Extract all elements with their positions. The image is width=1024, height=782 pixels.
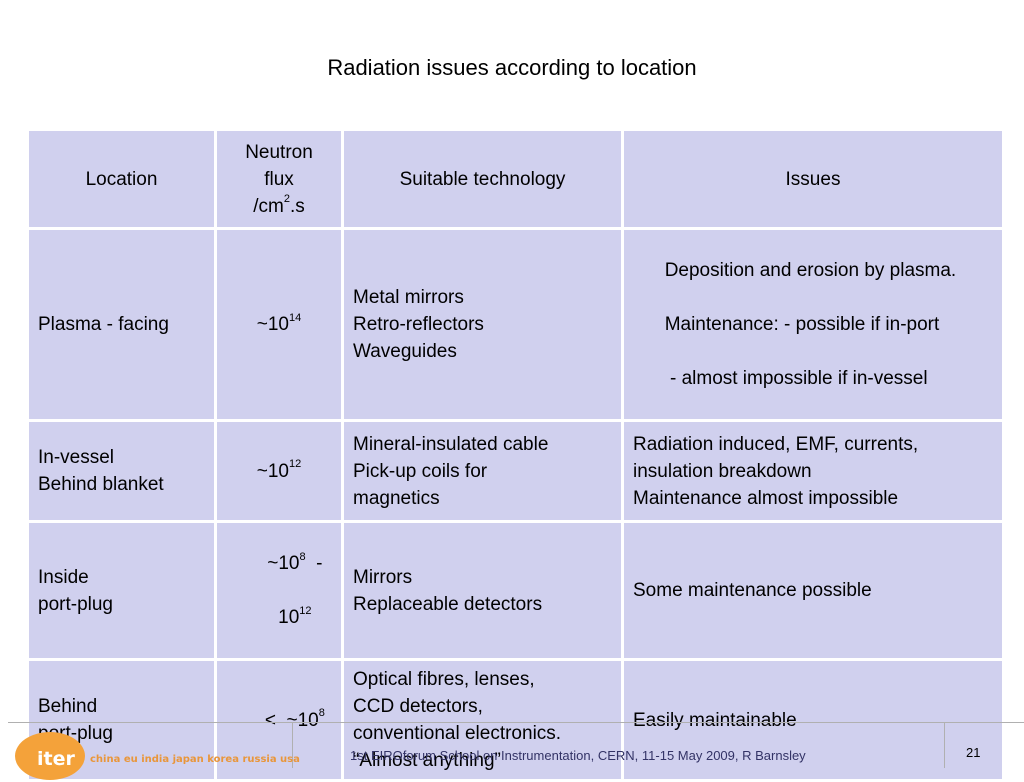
page-number: 21 (966, 745, 981, 760)
location-line: In-vessel (38, 447, 115, 468)
issues-line: insulation breakdown (633, 460, 812, 482)
table-row: In-vessel Behind blanket ~1012 Mineral-i… (26, 419, 1005, 523)
technology-line: magnetics (353, 487, 440, 509)
header-neutron-flux: Neutron flux /cm2.s (214, 128, 344, 230)
technology-line: Waveguides (353, 341, 457, 362)
flux-value: ~10 (256, 460, 289, 482)
technology-line: Optical fibres, lenses, (353, 669, 535, 690)
technology-line: Mineral-insulated cable (353, 433, 549, 455)
iter-logo-text: iter (37, 748, 75, 770)
technology-cell: Optical fibres, lenses, CCD detectors, c… (341, 658, 624, 782)
technology-line: “Almost anything” (353, 750, 501, 771)
flux-exponent: 12 (299, 604, 312, 617)
location-line: Inside (38, 566, 89, 588)
flux-value: 10 (278, 607, 300, 628)
technology-cell: Mirrors Replaceable detectors (341, 520, 624, 661)
radiation-table: Location Neutron flux /cm2.s Suitable te… (26, 128, 1005, 782)
issues-line: Some maintenance possible (633, 580, 872, 601)
iter-members-tagline: china eu india japan korea russia usa (90, 754, 300, 765)
flux-value: ~10 (267, 553, 300, 574)
flux-exponent: 8 (299, 550, 306, 563)
flux-cell: ~1012 (214, 419, 344, 523)
flux-cell: ~1014 (214, 227, 344, 422)
location-line: Plasma - facing (38, 314, 169, 335)
issues-line: Deposition and erosion by plasma. (664, 260, 957, 281)
technology-line: Retro-reflectors (353, 314, 484, 335)
flux-exponent: 14 (288, 311, 302, 324)
issues-line: Maintenance almost impossible (633, 487, 899, 509)
technology-line: Replaceable detectors (353, 593, 543, 615)
issues-cell: Deposition and erosion by plasma. Mainte… (621, 227, 1005, 422)
issues-cell: Some maintenance possible (621, 520, 1005, 661)
issues-line: Maintenance: - possible if in-port (664, 314, 940, 335)
flux-cell: ~108 - 1012 (214, 520, 344, 661)
flux-value: ~10 (256, 314, 289, 335)
header-technology: Suitable technology (341, 128, 624, 230)
flux-exponent: 12 (288, 458, 302, 471)
header-flux-line-1: Neutron (245, 141, 313, 163)
footer-separator (292, 722, 293, 768)
technology-line: CCD detectors, (353, 696, 483, 717)
location-cell: In-vessel Behind blanket (26, 419, 217, 523)
issues-line: - almost impossible if in-vessel (664, 368, 928, 389)
issues-cell: Radiation induced, EMF, currents, insula… (621, 419, 1005, 523)
footer-separator (944, 722, 945, 768)
header-flux-unit: /cm (253, 195, 284, 217)
technology-line: Metal mirrors (353, 287, 464, 308)
technology-line: Pick-up coils for (353, 460, 488, 482)
table-row: Plasma - facing ~1014 Metal mirrors Retr… (26, 227, 1005, 422)
table-row: Inside port-plug ~108 - 1012 Mirrors Rep… (26, 520, 1005, 661)
footer-divider (8, 722, 1024, 723)
table-header-row: Location Neutron flux /cm2.s Suitable te… (26, 128, 1005, 230)
location-line: Behind blanket (38, 474, 164, 495)
technology-cell: Mineral-insulated cable Pick-up coils fo… (341, 419, 624, 523)
flux-cell: < ~108 (214, 658, 344, 782)
header-issues: Issues (621, 128, 1005, 230)
header-location: Location (26, 128, 217, 230)
issues-line: Easily maintainable (633, 709, 797, 731)
issues-cell: Easily maintainable (621, 658, 1005, 782)
slide-title: Radiation issues according to location (327, 55, 697, 80)
flux-value: < ~10 (264, 709, 319, 731)
header-flux-unit-exp: 2 (283, 193, 290, 206)
location-cell: Plasma - facing (26, 227, 217, 422)
technology-cell: Metal mirrors Retro-reflectors Waveguide… (341, 227, 624, 422)
technology-line: Mirrors (353, 566, 413, 588)
header-flux-line-2: flux (264, 168, 294, 190)
location-cell: Inside port-plug (26, 520, 217, 661)
location-line: Behind (38, 696, 98, 717)
footer-citation: 1st EIROforum School on Instrumentation,… (350, 748, 806, 763)
flux-exponent: 8 (318, 707, 325, 720)
header-flux-unit-suffix: .s (289, 195, 305, 217)
technology-line: conventional electronics. (353, 723, 562, 744)
issues-line: Radiation induced, EMF, currents, (633, 433, 919, 455)
location-line: port-plug (38, 593, 113, 615)
flux-range-dash: - (305, 553, 323, 574)
